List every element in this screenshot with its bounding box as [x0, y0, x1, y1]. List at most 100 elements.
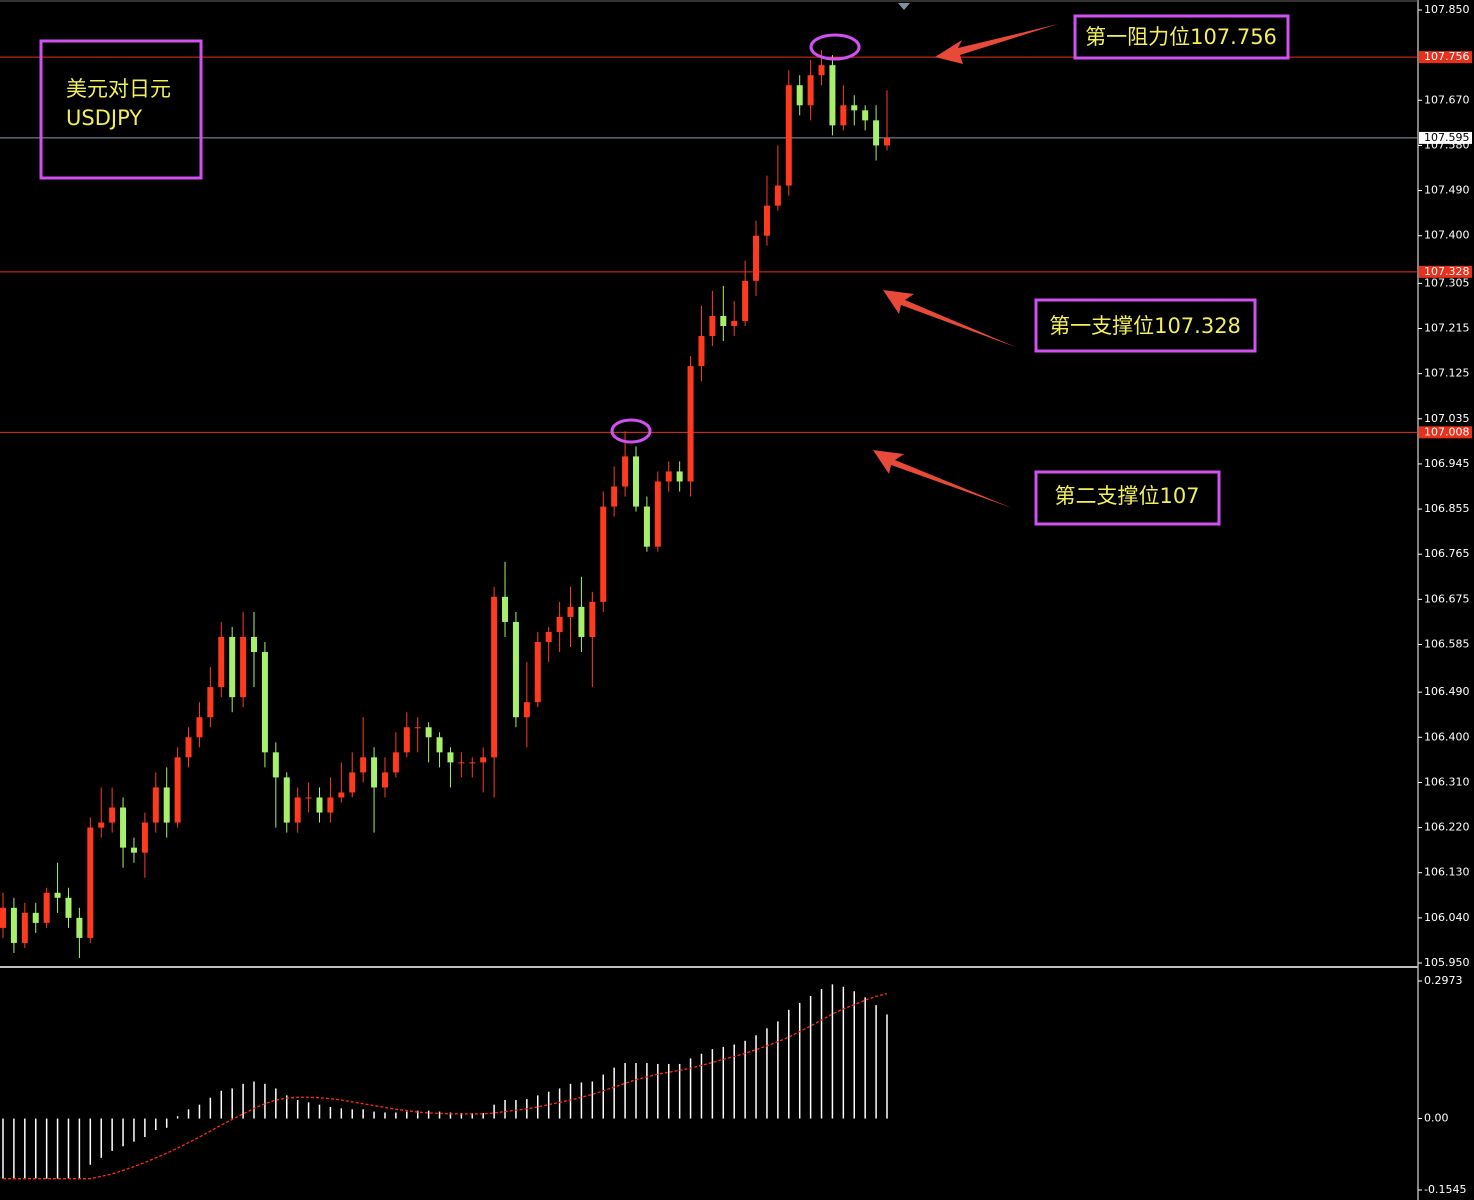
macd — [2, 984, 888, 1180]
candle-body — [632, 456, 639, 507]
candle-body — [491, 596, 498, 758]
pair-symbol: USDJPY — [66, 106, 142, 130]
candle-body — [665, 471, 672, 482]
scroll-marker — [898, 3, 910, 10]
y-tick-label: 106.220 — [1424, 821, 1470, 834]
candle-body — [600, 506, 607, 602]
candle-body — [163, 787, 170, 823]
candle-body — [120, 807, 127, 848]
y-tick-label: 107.035 — [1424, 412, 1470, 425]
candle-body — [207, 687, 214, 718]
candle-body — [261, 652, 268, 753]
candle-body — [349, 772, 356, 793]
candle-body — [622, 456, 629, 487]
y-tick-label: 107.305 — [1424, 276, 1470, 289]
candle-body — [785, 85, 792, 186]
candle-body — [403, 727, 410, 753]
candle-body — [687, 366, 694, 482]
y-tick-label: 106.040 — [1424, 911, 1470, 924]
pair-name: 美元对日元 — [66, 77, 171, 101]
candle-body — [774, 185, 781, 206]
candle-body — [763, 205, 770, 236]
candle-body — [425, 727, 432, 738]
candle-body — [720, 315, 727, 326]
candle-body — [240, 636, 247, 698]
y-tick-label: 106.400 — [1424, 730, 1470, 743]
candle-body — [545, 631, 552, 642]
candle-body — [381, 772, 388, 788]
arrow — [873, 450, 1012, 508]
y-tick-label: 107.670 — [1424, 93, 1470, 106]
y-tick-label: 107.850 — [1424, 3, 1470, 16]
candle-body — [196, 717, 203, 738]
candle-body — [54, 892, 61, 898]
arrow — [883, 290, 1018, 348]
candle-body — [360, 757, 367, 773]
candle-body — [807, 75, 814, 106]
candle-body — [436, 737, 443, 753]
candle-body — [796, 85, 803, 106]
candle-body — [414, 727, 421, 729]
candle-body — [654, 481, 661, 547]
candle-body — [87, 827, 94, 938]
annotation: 第二支撑位107 — [1054, 484, 1199, 508]
candle-body — [294, 797, 301, 823]
candle-body — [873, 120, 880, 146]
y-tick-label: 106.765 — [1424, 547, 1470, 560]
candle-body — [742, 280, 749, 321]
arrow — [935, 24, 1058, 64]
annotation: 第一支撑位107.328 — [1049, 314, 1241, 338]
candle-body — [251, 636, 258, 653]
candle-body — [98, 822, 105, 828]
candle-body — [502, 596, 509, 622]
highlight-circle — [610, 418, 652, 444]
y-tick-label: 107.125 — [1424, 367, 1470, 380]
candle-body — [76, 917, 83, 938]
candle-body — [698, 336, 705, 367]
candle-body — [141, 822, 148, 853]
candle-body — [21, 912, 28, 943]
level-label: 107.328 — [1424, 265, 1470, 278]
y-tick-label: 106.585 — [1424, 637, 1470, 650]
candle-body — [753, 235, 760, 281]
candle-body — [305, 797, 312, 799]
candle-body — [10, 907, 17, 943]
y-tick-label: 105.950 — [1424, 956, 1470, 969]
candle-body — [447, 752, 454, 763]
candle-body — [534, 641, 541, 703]
y-tick-label: 106.855 — [1424, 502, 1470, 515]
candle-body — [130, 847, 137, 853]
candle-body — [556, 616, 563, 632]
candle-body — [862, 110, 869, 121]
candle-body — [218, 636, 225, 688]
candle-body — [709, 315, 716, 337]
level-tag — [1419, 131, 1472, 144]
candle-body — [43, 892, 50, 923]
candle-body — [611, 486, 618, 507]
candle-body — [523, 702, 530, 718]
candles — [0, 50, 890, 958]
candle-body — [152, 787, 159, 823]
candle-body — [65, 897, 72, 918]
y-tick-label: -0.1545 — [1424, 1183, 1466, 1196]
candle-body — [589, 601, 596, 637]
y-tick-label: 107.400 — [1424, 229, 1470, 242]
candle-body — [229, 636, 236, 698]
candle-body — [174, 757, 181, 823]
candle-body — [392, 752, 399, 773]
level-tag — [1419, 426, 1472, 439]
y-tick-label: 106.130 — [1424, 866, 1470, 879]
candle-body — [32, 912, 39, 923]
y-tick-label: 107.215 — [1424, 322, 1470, 335]
candle-body — [458, 762, 465, 764]
label-box — [39, 39, 203, 180]
candle-body — [480, 757, 487, 763]
level-label: 107.008 — [1424, 425, 1470, 438]
candle-body — [851, 105, 858, 111]
candle-body — [731, 320, 738, 326]
candle-body — [109, 807, 116, 823]
candle-body — [884, 137, 890, 146]
candle-body — [567, 606, 574, 617]
